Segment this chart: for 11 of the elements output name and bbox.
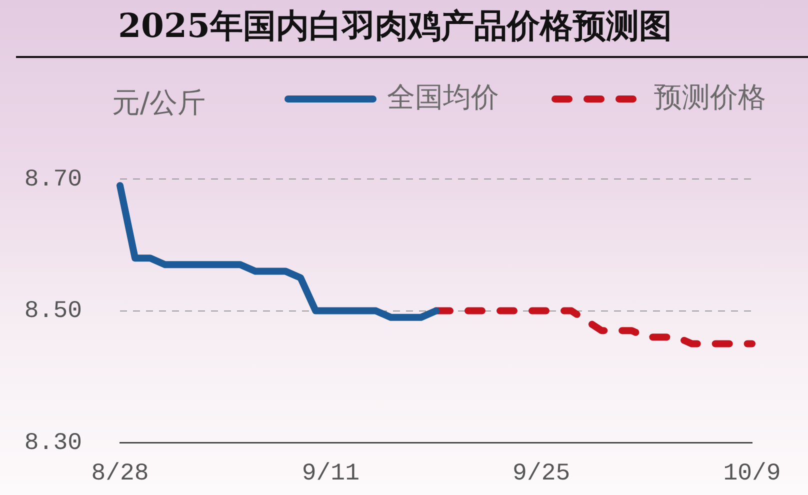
y-tick-label: 8.70 — [24, 166, 82, 194]
chart-title: 2025年国内白羽肉鸡产品价格预测图 — [117, 6, 673, 46]
x-tick-label: 8/28 — [91, 460, 149, 488]
legend-label: 预测价格 — [654, 80, 766, 114]
y-tick-label: 8.30 — [24, 430, 82, 457]
legend-label: 全国均价 — [387, 80, 499, 114]
y-tick-label: 8.50 — [24, 298, 82, 326]
x-tick-label: 9/25 — [512, 460, 570, 488]
x-tick-label: 9/11 — [302, 460, 360, 488]
x-tick-label: 10/9 — [723, 460, 781, 488]
y-axis-title: 元/公斤 — [112, 86, 206, 120]
